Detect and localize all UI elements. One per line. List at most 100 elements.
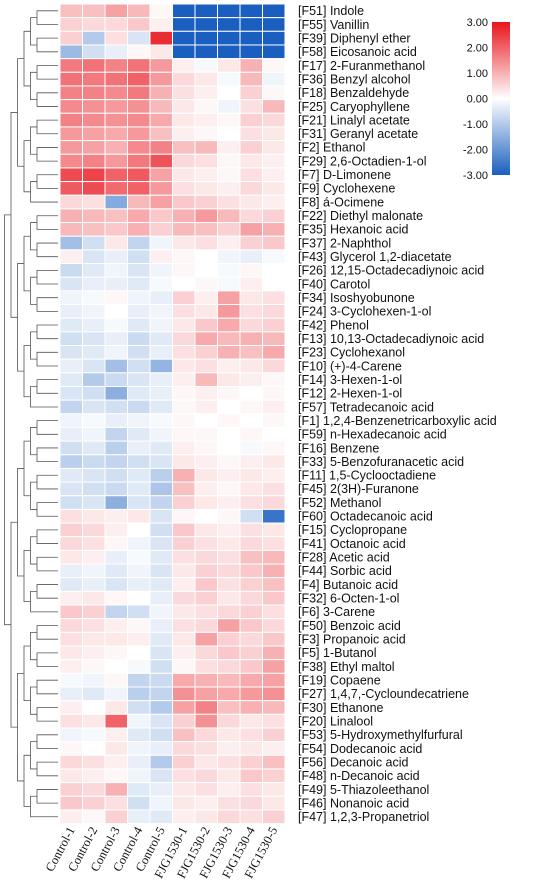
heatmap-cell [104, 140, 128, 155]
heatmap-cell [59, 71, 83, 87]
heatmap-cell [217, 235, 241, 251]
heatmap-cell [59, 317, 83, 333]
heatmap-cell [59, 577, 83, 592]
heatmap-cell [59, 426, 83, 442]
heatmap-cell [194, 713, 218, 729]
dendrogram-branch [30, 686, 37, 715]
heatmap-cell [262, 30, 286, 46]
heatmap-cell [172, 263, 196, 278]
heatmap-cell [262, 700, 286, 715]
heatmap-cell [262, 17, 286, 32]
heatmap-cell [127, 304, 151, 319]
heatmap-cell [59, 112, 83, 128]
heatmap-cell [104, 304, 128, 319]
heatmap-cell [194, 58, 218, 73]
heatmap-cell [172, 194, 196, 210]
colorbar-tick-label: 3.00 [467, 17, 488, 29]
heatmap-cell [104, 194, 128, 210]
heatmap-cell [104, 290, 128, 306]
heatmap-cell [262, 249, 286, 265]
heatmap-cell [194, 276, 218, 292]
heatmap-cell [104, 385, 128, 401]
row-label: [F2] Ethanol [298, 141, 365, 155]
heatmap-cell [82, 385, 106, 401]
heatmap-cell [149, 249, 173, 265]
heatmap-cell [239, 522, 263, 538]
heatmap-cell [82, 235, 106, 251]
heatmap-cell [194, 331, 218, 346]
dendrogram-branch [36, 297, 58, 312]
heatmap-cell [217, 372, 241, 387]
heatmap-cell [104, 85, 128, 101]
heatmap-cell [217, 618, 241, 633]
heatmap-cell [149, 44, 173, 60]
dendrogram-branch [36, 761, 58, 777]
heatmap-cell [59, 153, 83, 169]
heatmap-cell [59, 672, 83, 688]
dendrogram-branch [36, 789, 58, 804]
heatmap-cell [82, 358, 106, 374]
heatmap-cell [127, 44, 151, 60]
heatmap-cell [104, 413, 128, 428]
heatmap-cell [217, 3, 241, 19]
heatmap-cell [127, 672, 151, 688]
heatmap-cell [149, 304, 173, 319]
heatmap-cell [104, 372, 128, 387]
row-label: [F47] 1,2,3-Propanetriol [298, 810, 429, 824]
dendrogram-branch [36, 119, 58, 135]
heatmap-cell [104, 659, 128, 674]
heatmap-cell [194, 85, 218, 101]
row-label: [F25] Caryophyllene [298, 100, 410, 114]
heatmap-cell [82, 672, 106, 688]
heatmap-cell [104, 795, 128, 811]
heatmap-cell [262, 686, 286, 702]
row-label: [F12] 2-Hexen-1-ol [298, 387, 402, 401]
heatmap-cell [127, 140, 151, 155]
heatmap-cell [239, 140, 263, 155]
heatmap-cell [262, 71, 286, 87]
heatmap-cell [82, 577, 106, 592]
row-label: [F7] D-Limonene [298, 168, 391, 182]
heatmap-cell [82, 426, 106, 442]
heatmap-cell [149, 208, 173, 224]
heatmap-cell [194, 467, 218, 483]
heatmap-cell [239, 618, 263, 633]
heatmap-cell [82, 604, 106, 620]
heatmap-cell [82, 17, 106, 32]
heatmap-cell [149, 590, 173, 606]
heatmap-cell [239, 167, 263, 183]
heatmap-cell [172, 3, 196, 19]
heatmap-cell [104, 440, 128, 456]
heatmap-cell [59, 563, 83, 579]
heatmap-cell [149, 235, 173, 251]
row-label: [F42] Phenol [298, 318, 369, 332]
heatmap-cell [127, 577, 151, 592]
heatmap-cell [104, 549, 128, 565]
heatmap-cell [217, 276, 241, 292]
heatmap-cell [194, 549, 218, 565]
heatmap-cell [149, 604, 173, 620]
heatmap-cell [127, 618, 151, 633]
heatmap-cell [194, 795, 218, 811]
heatmap-cell [217, 672, 241, 688]
heatmap-cell [239, 304, 263, 319]
dendrogram-branch [36, 584, 58, 599]
heatmap-cell [239, 44, 263, 60]
heatmap-cell [104, 276, 128, 292]
heatmap-cell [262, 317, 286, 333]
heatmap-cell [194, 167, 218, 183]
heatmap-cell [262, 222, 286, 237]
heatmap-cell [149, 276, 173, 292]
heatmap-cell [217, 467, 241, 483]
heatmap-cell [172, 317, 196, 333]
heatmap-cell [104, 563, 128, 579]
heatmap-cell [194, 659, 218, 674]
heatmap-cell [217, 768, 241, 784]
heatmap-cell [239, 645, 263, 661]
heatmap-cell [194, 508, 218, 524]
heatmap-cell [194, 440, 218, 456]
row-dendrogram [4, 10, 58, 818]
heatmap-cell [59, 536, 83, 551]
heatmap-cell [127, 563, 151, 579]
heatmap-cell [104, 399, 128, 415]
